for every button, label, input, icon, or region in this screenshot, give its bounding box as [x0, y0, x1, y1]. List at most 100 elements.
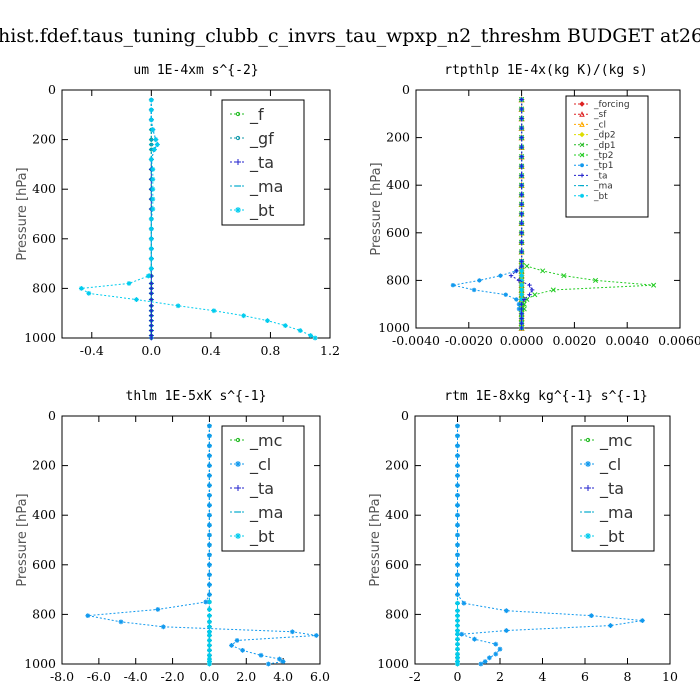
data-point — [519, 306, 524, 312]
data-point — [455, 659, 460, 664]
legend-label: _mc — [249, 431, 282, 451]
x-tick-label: -2 — [409, 669, 421, 684]
x-tick-label: -2.0 — [161, 669, 185, 684]
data-point — [455, 572, 460, 578]
legend-item: _dp2 — [574, 131, 616, 141]
legend-label: _ta — [249, 479, 274, 499]
series-cl — [455, 423, 645, 667]
legend: _mc _cl _ta _ma _bt — [221, 425, 305, 552]
data-point — [234, 638, 240, 643]
legend-label: _ma — [249, 503, 283, 523]
data-point — [455, 463, 460, 468]
y-tick-label: 400 — [386, 177, 410, 192]
legend-item: _ma — [580, 503, 633, 523]
data-point — [519, 273, 524, 278]
data-point — [503, 608, 509, 614]
data-point — [519, 321, 524, 326]
data-point — [280, 659, 286, 664]
data-point — [516, 306, 522, 312]
data-point — [134, 297, 139, 302]
y-tick-label: 0 — [402, 82, 410, 97]
data-point — [455, 592, 460, 597]
data-point — [148, 236, 154, 242]
y-tick-label: 200 — [385, 458, 409, 473]
data-point — [148, 303, 154, 309]
x-tick-label: -0.0020 — [445, 333, 493, 348]
data-point — [519, 116, 524, 121]
y-tick-label: 800 — [385, 606, 409, 621]
series-bt — [78, 97, 318, 341]
data-point — [211, 308, 217, 314]
legend-label: _f — [249, 105, 264, 125]
data-point — [519, 282, 524, 288]
data-point — [540, 268, 546, 274]
legend-item: _f — [230, 105, 264, 125]
data-point — [519, 240, 524, 245]
y-axis-label: Pressure [hPa] — [369, 162, 384, 255]
legend-label: _tp2 — [593, 151, 613, 161]
legend-label: _ma — [593, 182, 613, 192]
y-tick-label: 800 — [32, 280, 56, 295]
x-tick-label: 10 — [662, 669, 678, 684]
legend-item: _tp1 — [574, 161, 613, 171]
data-point — [639, 618, 645, 623]
y-tick-label: 0 — [48, 82, 56, 97]
data-point — [519, 173, 524, 178]
x-tick-label: 0.0 — [141, 343, 161, 358]
data-point — [455, 483, 460, 488]
data-point — [150, 176, 156, 182]
legend-label: _dp2 — [593, 131, 616, 141]
x-tick-label: 1.2 — [320, 343, 340, 358]
data-point — [150, 166, 156, 172]
data-point — [148, 226, 154, 232]
legend-marker — [585, 437, 591, 443]
data-point — [472, 636, 477, 642]
data-point — [207, 512, 212, 518]
legend-label: _forcing — [593, 100, 630, 110]
legend-label: _bt — [599, 527, 624, 547]
data-point — [455, 552, 460, 558]
panel-title: um 1E-4xm s^{-2} — [133, 63, 258, 78]
data-point — [455, 443, 460, 449]
data-point — [207, 502, 212, 508]
legend-marker — [235, 485, 241, 491]
data-point — [519, 154, 524, 159]
legend-label: _ma — [249, 177, 283, 197]
plot-frame — [61, 89, 331, 339]
data-point — [519, 311, 524, 316]
data-point — [148, 117, 154, 123]
legend-label: _mc — [599, 431, 632, 451]
data-point — [503, 292, 508, 297]
data-point — [126, 281, 132, 286]
y-axis-label: Pressure [hPa] — [15, 493, 30, 586]
data-point — [207, 661, 212, 667]
legend-item: _mc — [230, 431, 282, 451]
y-tick-label: 1000 — [24, 330, 56, 345]
x-tick-label: -0.4 — [80, 343, 104, 358]
legend-item: _bt — [574, 192, 608, 202]
legend-label: _bt — [249, 527, 274, 547]
legend-marker — [579, 101, 585, 107]
x-tick-label: 0.0020 — [553, 333, 597, 348]
data-point — [455, 502, 460, 508]
legend-item: _bt — [580, 527, 624, 547]
data-point — [85, 613, 91, 619]
legend-marker — [579, 131, 585, 138]
legend-label: _ta — [249, 153, 274, 173]
data-point — [207, 659, 212, 664]
data-point — [455, 492, 460, 498]
panel-title: rtm 1E-8xkg kg^{-1} s^{-1} — [444, 389, 648, 404]
data-point — [148, 308, 154, 314]
y-tick-label: 800 — [386, 272, 410, 287]
data-point — [529, 287, 535, 293]
data-point — [148, 328, 154, 333]
data-point — [155, 607, 161, 612]
legend-item: _ta — [574, 171, 608, 181]
data-point — [516, 278, 522, 283]
data-point — [519, 211, 524, 216]
x-tick-label: 4.0 — [273, 669, 293, 684]
panel-2: rtpthlp 1E-4x(kg K)/(kg s) Pressure [hPa]… — [369, 63, 700, 348]
data-point — [241, 313, 247, 319]
data-point — [477, 278, 482, 283]
legend-item: _ta — [230, 479, 274, 499]
